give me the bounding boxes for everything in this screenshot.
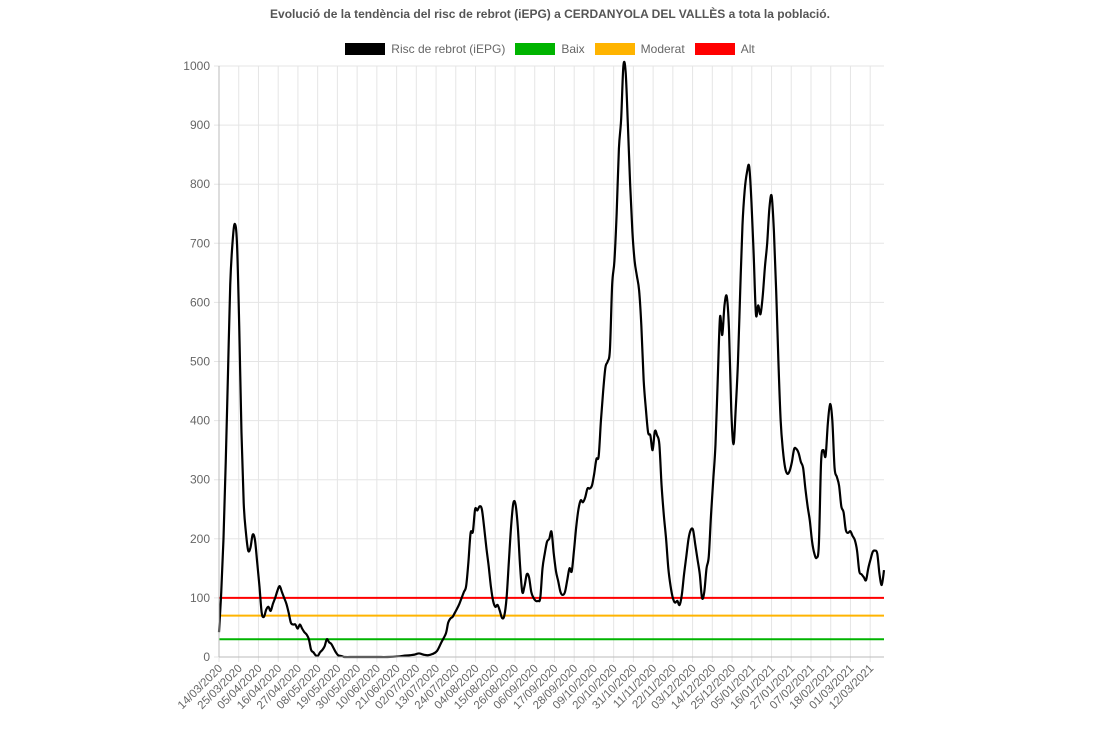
legend-label-risc: Risc de rebrot (iEPG)	[391, 42, 506, 56]
legend-label-moderat: Moderat	[640, 42, 685, 56]
legend-label-alt: Alt	[740, 42, 755, 56]
grid	[214, 65, 884, 662]
y-tick-label: 900	[190, 118, 210, 132]
y-tick-label: 700	[190, 236, 210, 250]
y-tick-label: 800	[190, 177, 210, 191]
threshold-lines	[219, 596, 884, 641]
legend-swatch-baix	[515, 43, 556, 55]
chart-title: Evolució de la tendència del risc de reb…	[270, 7, 830, 21]
legend-swatch-risc	[345, 43, 386, 55]
legend-item-moderat[interactable]: Moderat	[594, 42, 685, 56]
y-tick-label: 0	[203, 650, 210, 664]
y-tick-label: 500	[190, 355, 210, 369]
legend-label-baix: Baix	[561, 42, 585, 56]
legend-item-baix[interactable]: Baix	[515, 42, 585, 56]
axes: 0100200300400500600700800900100014/03/20…	[176, 59, 884, 712]
legend-item-risc[interactable]: Risc de rebrot (iEPG)	[345, 42, 505, 56]
y-tick-label: 1000	[183, 59, 210, 73]
y-tick-label: 300	[190, 473, 210, 487]
legend-swatch-moderat	[594, 43, 635, 55]
y-tick-label: 600	[190, 295, 210, 309]
y-tick-label: 100	[190, 591, 210, 605]
series-layer	[217, 60, 886, 659]
legend: Risc de rebrot (iEPG) Baix Moderat Alt	[0, 40, 1100, 58]
series-line-risc-de-rebrot	[217, 60, 886, 659]
legend-swatch-alt	[694, 43, 735, 55]
y-tick-label: 400	[190, 414, 210, 428]
legend-item-alt[interactable]: Alt	[694, 42, 755, 56]
y-tick-label: 200	[190, 532, 210, 546]
